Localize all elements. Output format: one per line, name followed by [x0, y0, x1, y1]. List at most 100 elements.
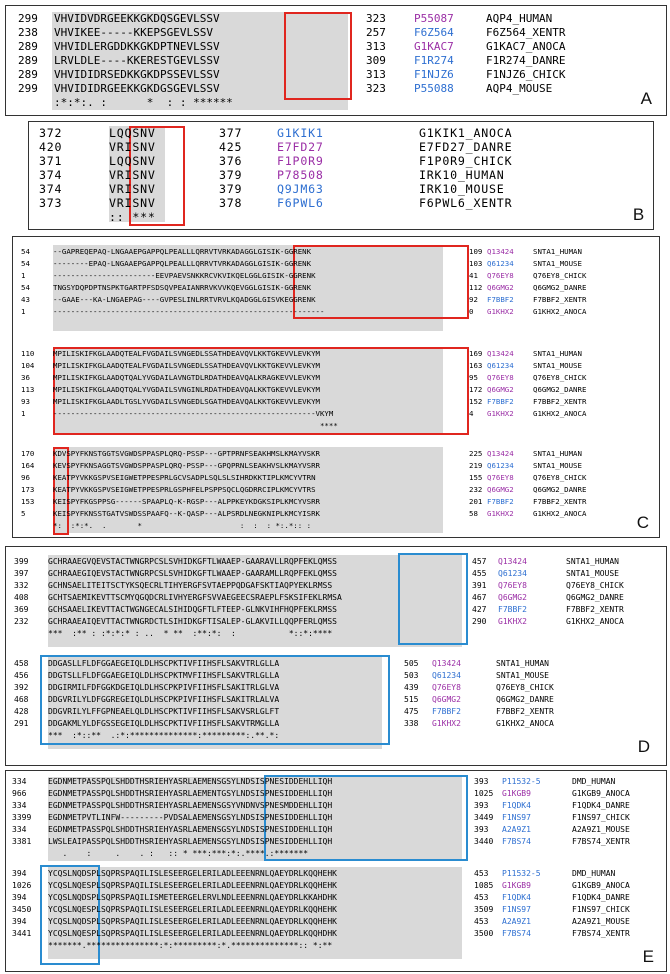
- consensus-line: :: ***: [109, 210, 156, 224]
- accession: Q61234: [487, 361, 514, 370]
- seq-end: 152: [469, 397, 483, 406]
- sequence: EGDNMETPVTLINFW---------PVDSALAEMENSGSYL…: [48, 813, 333, 822]
- entry-name: SNTA1_MOUSE: [566, 569, 619, 578]
- accession: F7BBF2: [432, 707, 461, 716]
- sequence: LQQSNV: [109, 154, 156, 168]
- accession: F7BBF2: [498, 605, 527, 614]
- entry-name: Q76EY8_CHICK: [566, 581, 624, 590]
- sequence: MPILISKIFKGLAADLTGSLYVGDAILSVNGEDLSGATHD…: [53, 397, 320, 406]
- seq-end: 163: [469, 361, 483, 370]
- highlight-box: [284, 12, 352, 100]
- highlight-box: [398, 553, 468, 645]
- highlight-box: [293, 245, 469, 319]
- sequence: VRISNV: [109, 168, 156, 182]
- seq-start: 334: [12, 825, 27, 834]
- entry-name: DMD_HUMAN: [572, 869, 616, 878]
- seq-start: 104: [21, 361, 35, 370]
- seq-start: 232: [14, 617, 29, 626]
- sequence: ----------------------------------------…: [53, 307, 325, 316]
- seq-start: 334: [12, 777, 27, 786]
- highlight-box: [40, 655, 390, 745]
- seq-start: 334: [12, 801, 27, 810]
- seq-end: 379: [219, 182, 243, 196]
- seq-start: 54: [21, 259, 30, 268]
- seq-end: 467: [472, 593, 487, 602]
- seq-start: 468: [14, 695, 29, 704]
- entry-name: F1P0R9_CHICK: [419, 154, 513, 168]
- seq-start: 299: [18, 82, 38, 95]
- accession: Q13424: [487, 247, 514, 256]
- sequence: VHVIDIDRGEEKKGKDGSGEVLSSV: [54, 82, 220, 95]
- accession: Q76EY8: [498, 581, 527, 590]
- sequence: EGDNMETPASSPQLSHDDTHSRIEHYASRLAEMENSGSYV…: [48, 801, 333, 810]
- panel-label-d: D: [637, 737, 650, 756]
- seq-end: 95: [469, 373, 478, 382]
- sequence: GCHNSAELITEITSCTYKSQECRLTIHYERGFSVTAEPPQ…: [48, 581, 333, 590]
- panel-e: E 334 EGDNMETPASSPQLSHDDTHSRIEHYASRLAEMEN…: [5, 770, 667, 972]
- accession: G1KGB9: [502, 789, 531, 798]
- seq-end: 3500: [474, 929, 494, 938]
- consensus-line: *: :*:*. . * : : : *:.*:: :: [53, 521, 312, 530]
- seq-start: 3441: [12, 929, 32, 938]
- sequence: GCHRAAEGVQEVSTACTWNGRPCSLSVHIDKGFTLWAAEP…: [48, 557, 337, 566]
- panel-label-b: B: [632, 205, 645, 224]
- seq-start: 113: [21, 385, 35, 394]
- entry-name: Q76EY8_CHICK: [533, 473, 587, 482]
- sequence: EGDNMETPASSPQLSHDDTHSRIEHYASRLAEMENSGSYL…: [48, 825, 333, 834]
- entry-name: Q6GMG2_DANRE: [533, 283, 587, 292]
- accession: Q6GMG2: [487, 485, 514, 494]
- entry-name: G1KHX2_ANOCA: [533, 307, 587, 316]
- entry-name: Q6GMG2_DANRE: [533, 485, 587, 494]
- sequence: VRISNV: [109, 182, 156, 196]
- sequence: --------EPAQ-LNGAAEPGAPPQLPEALLLQRRVTVRK…: [53, 259, 312, 268]
- seq-start: 1: [21, 307, 26, 316]
- seq-end: 172: [469, 385, 483, 394]
- accession: Q61234: [498, 569, 527, 578]
- seq-end: 427: [472, 605, 487, 614]
- seq-end: 201: [469, 497, 483, 506]
- sequence: ----------------------------------------…: [53, 409, 334, 418]
- sequence: MPILISKIFKGLAADQTQALYVGDAILSVNGINLRDATHD…: [53, 385, 320, 394]
- accession: G1KIK1: [277, 126, 324, 140]
- sequence: MPILISKIFKGLAADQTQALYVGDAILAVNGTDLRDATHD…: [53, 373, 320, 382]
- seq-end: 393: [474, 801, 489, 810]
- sequence: DDGAKMLYLDFGSSEGEIQLDLHSCPKTIVFIIHSFLSAK…: [48, 719, 280, 728]
- entry-name: Q6GMG2_DANRE: [496, 695, 554, 704]
- entry-name: G1KAC7_ANOCA: [486, 40, 566, 53]
- seq-start: 374: [39, 182, 63, 196]
- seq-start: 289: [18, 54, 38, 67]
- sequence: GCHSAAELIKEVTTACTWGNGECALSIHIDQGFTLFTEEP…: [48, 605, 337, 614]
- highlight-box: [129, 126, 185, 226]
- sequence: YCQSLNQESPLSQPRSPAQILISLESEERGELERILADLE…: [48, 905, 337, 914]
- seq-start: 428: [14, 707, 29, 716]
- seq-start: 392: [14, 683, 29, 692]
- sequence: LQQSNV: [109, 126, 156, 140]
- entry-name: F7BS74_XENTR: [572, 929, 630, 938]
- seq-end: 505: [404, 659, 419, 668]
- highlight-box: [53, 447, 69, 535]
- accession: Q61234: [487, 259, 514, 268]
- seq-end: 453: [474, 893, 489, 902]
- seq-start: 374: [39, 168, 63, 182]
- seq-end: 475: [404, 707, 419, 716]
- seq-end: 393: [474, 777, 489, 786]
- seq-start: 289: [18, 40, 38, 53]
- sequence: EGDNMETPASSPQLSHDDTHSRIEHYASRLAEMENTGSYL…: [48, 789, 333, 798]
- seq-end: 219: [469, 461, 483, 470]
- seq-start: 3399: [12, 813, 32, 822]
- entry-name: SNTA1_HUMAN: [533, 449, 582, 458]
- accession: F1NS97: [502, 905, 531, 914]
- panel-label-c: C: [636, 513, 649, 532]
- sequence: KEISPYFKNSSTGATVSWDSSPAAFQ--K-QASP---ALP…: [53, 509, 320, 518]
- accession: G1KHX2: [487, 509, 514, 518]
- seq-end: 3449: [474, 813, 494, 822]
- entry-name: A2A9Z1_MOUSE: [572, 825, 630, 834]
- entry-name: F1R274_DANRE: [486, 54, 566, 67]
- entry-name: F1NJZ6_CHICK: [486, 68, 566, 81]
- entry-name: IRK10_HUMAN: [419, 168, 505, 182]
- panel-label-e: E: [642, 947, 654, 966]
- accession: Q13424: [498, 557, 527, 566]
- seq-end: 453: [474, 917, 489, 926]
- seq-end: 232: [469, 485, 483, 494]
- entry-name: F1QDK4_DANRE: [572, 801, 630, 810]
